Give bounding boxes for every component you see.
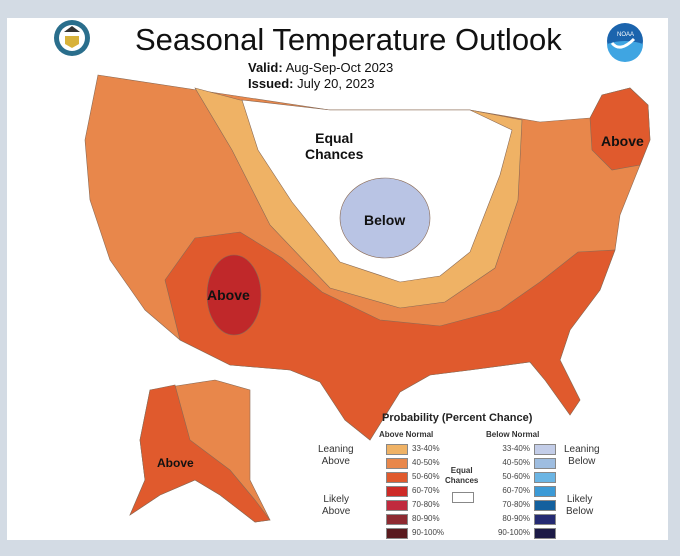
label-above-northeast: Above bbox=[601, 133, 644, 149]
legend-range-above: 60-70% bbox=[412, 486, 440, 495]
page-title: Seasonal Temperature Outlook bbox=[135, 22, 562, 57]
legend-range-below: 33-40% bbox=[502, 444, 530, 453]
legend-swatch-below bbox=[534, 514, 556, 525]
label-above-alaska: Above bbox=[157, 456, 194, 470]
svg-text:NOAA: NOAA bbox=[617, 32, 634, 38]
alaska-50-60 bbox=[129, 384, 271, 523]
valid-period: Valid: Aug-Sep-Oct 2023 bbox=[248, 60, 393, 75]
issued-label: Issued: bbox=[248, 76, 294, 91]
legend-range-below: 40-50% bbox=[502, 458, 530, 467]
legend-leaning-below: Leaning Below bbox=[564, 444, 600, 467]
legend-below-header: Below Normal bbox=[486, 430, 540, 439]
legend-swatch-below bbox=[534, 528, 556, 539]
legend-swatch-equal bbox=[452, 492, 474, 503]
commerce-seal-logo bbox=[54, 20, 90, 56]
legend-swatch-above bbox=[386, 528, 408, 539]
legend-range-above: 50-60% bbox=[412, 472, 440, 481]
legend-range-above: 90-100% bbox=[412, 528, 445, 537]
legend-range-below: 50-60% bbox=[502, 472, 530, 481]
label-above-southwest: Above bbox=[207, 287, 250, 303]
legend-above-header: Above Normal bbox=[379, 430, 434, 439]
legend-range-above: 70-80% bbox=[412, 500, 440, 509]
noaa-logo: NOAA bbox=[607, 23, 643, 62]
legend-range-above: 33-40% bbox=[412, 444, 440, 453]
legend-swatch-above bbox=[386, 472, 408, 483]
legend-likely-below: Likely Below bbox=[566, 494, 594, 517]
label-equal-chances: Equal Chances bbox=[305, 130, 364, 162]
legend-equal-chances: Equal Chances bbox=[445, 466, 479, 485]
legend-leaning-above: Leaning Above bbox=[318, 444, 354, 467]
legend-swatch-above bbox=[386, 514, 408, 525]
issued-date: Issued: July 20, 2023 bbox=[248, 76, 374, 91]
legend-swatch-above bbox=[386, 444, 408, 455]
region-60-70 bbox=[206, 254, 262, 336]
legend-range-below: 70-80% bbox=[502, 500, 530, 509]
legend-swatch-above bbox=[386, 486, 408, 497]
issued-value: July 20, 2023 bbox=[297, 76, 375, 91]
legend-range-below: 80-90% bbox=[502, 514, 530, 523]
region-below bbox=[339, 177, 431, 259]
legend-swatch-above bbox=[386, 500, 408, 511]
region-50-60-northeast bbox=[589, 87, 651, 171]
legend-title: Probability (Percent Chance) bbox=[382, 412, 533, 424]
legend-swatch-below bbox=[534, 500, 556, 511]
region-50-60-south bbox=[164, 231, 616, 441]
legend-range-above: 40-50% bbox=[412, 458, 440, 467]
legend-range-below: 60-70% bbox=[502, 486, 530, 495]
legend-range-above: 80-90% bbox=[412, 514, 440, 523]
legend-likely-above: Likely Above bbox=[322, 494, 351, 517]
legend-swatch-below bbox=[534, 486, 556, 497]
legend-swatch-below bbox=[534, 472, 556, 483]
legend-range-below: 90-100% bbox=[497, 528, 530, 537]
legend: Probability (Percent Chance) Above Norma… bbox=[318, 412, 608, 542]
valid-label: Valid: bbox=[248, 60, 283, 75]
legend-swatch-below bbox=[534, 444, 556, 455]
legend-swatch-below bbox=[534, 458, 556, 469]
legend-swatch-above bbox=[386, 458, 408, 469]
label-below: Below bbox=[364, 212, 406, 228]
valid-value: Aug-Sep-Oct 2023 bbox=[285, 60, 394, 75]
